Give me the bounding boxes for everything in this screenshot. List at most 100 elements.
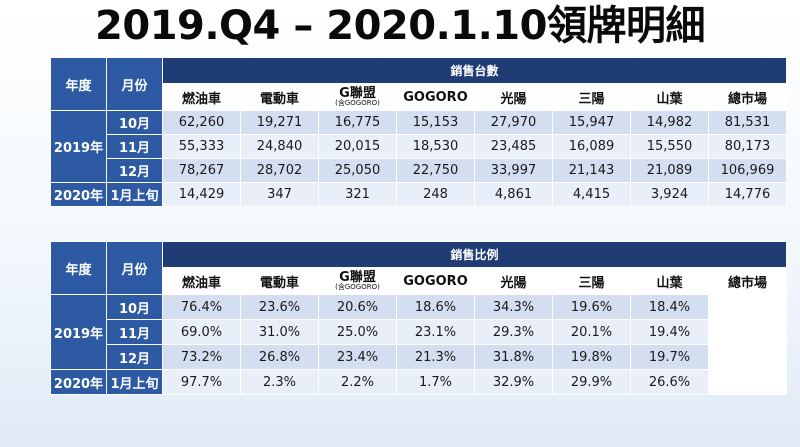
month-header: 月份	[106, 57, 163, 111]
value-cell: 26.8%	[240, 344, 319, 370]
month-cell: 1月上旬	[106, 182, 163, 207]
value-cell: 321	[318, 182, 397, 207]
value-cell: 20.6%	[318, 294, 397, 320]
value-cell: 347	[240, 182, 319, 207]
value-cell: 23.6%	[240, 294, 319, 320]
month-cell: 1月上旬	[106, 369, 163, 395]
column-header: 電動車	[240, 83, 319, 111]
value-cell: 248	[396, 182, 475, 207]
value-cell: 76.4%	[162, 294, 241, 320]
value-cell	[708, 294, 787, 320]
value-cell: 14,982	[630, 110, 709, 135]
table-row: 2019年 10月 76.4% 23.6% 20.6% 18.6% 34.3% …	[50, 294, 787, 370]
column-header-note: (含GOGORO)	[335, 98, 380, 107]
column-header: GOGORO	[396, 267, 475, 295]
value-cell: 21,089	[630, 158, 709, 183]
value-cell: 26.6%	[630, 369, 709, 395]
value-cell: 3,924	[630, 182, 709, 207]
column-header: 燃油車	[162, 83, 241, 111]
column-header: 電動車	[240, 267, 319, 295]
value-cell: 18.6%	[396, 294, 475, 320]
value-cell: 14,429	[162, 182, 241, 207]
value-cell: 29.3%	[474, 319, 553, 345]
year-header: 年度	[50, 241, 107, 295]
value-cell: 97.7%	[162, 369, 241, 395]
column-header: G聯盟 (含GOGORO)	[318, 267, 397, 295]
sales-ratio-table: 年度 月份 銷售比例 燃油車 電動車 G聯盟 (含GOGORO) GOGORO 光…	[50, 241, 787, 395]
value-cell: 106,969	[708, 158, 787, 183]
value-cell: 18,530	[396, 134, 475, 159]
page-title: 2019.Q4 – 2020.1.10領牌明細	[95, 3, 705, 49]
month-cell: 12月	[106, 158, 163, 183]
value-cell: 80,173	[708, 134, 787, 159]
month-cell: 11月	[106, 134, 163, 159]
value-cell: 19.8%	[552, 344, 631, 370]
value-cell: 23.4%	[318, 344, 397, 370]
table-row: 2020年 1月上旬 14,429 347 321 248 4,861 4,41…	[50, 182, 787, 207]
value-cell: 16,775	[318, 110, 397, 135]
column-header: 燃油車	[162, 267, 241, 295]
value-cell: 20.1%	[552, 319, 631, 345]
value-cell: 4,861	[474, 182, 553, 207]
year-cell: 2019年	[50, 110, 107, 183]
table-row: 11月 55,333 24,840 20,015 18,530 23,485 1…	[51, 134, 787, 159]
value-cell	[708, 344, 787, 370]
sales-count-group-title: 銷售台數	[162, 57, 787, 84]
value-cell: 69.0%	[162, 319, 241, 345]
table-row: 11月 69.0% 31.0% 25.0% 23.1% 29.3% 20.1% …	[51, 319, 787, 345]
column-header: 山葉	[630, 267, 709, 295]
column-header: 三陽	[552, 83, 631, 111]
value-cell: 22,750	[396, 158, 475, 183]
month-header: 月份	[106, 241, 163, 295]
month-cell: 11月	[106, 319, 163, 345]
column-header-name: G聯盟	[339, 269, 376, 285]
value-cell: 2.3%	[240, 369, 319, 395]
column-header: GOGORO	[396, 83, 475, 111]
column-header: 光陽	[474, 83, 553, 111]
value-cell: 29.9%	[552, 369, 631, 395]
table-row: 12月 78,267 28,702 25,050 22,750 33,997 2…	[51, 158, 787, 183]
value-cell: 34.3%	[474, 294, 553, 320]
value-cell	[708, 369, 787, 395]
value-cell: 25,050	[318, 158, 397, 183]
value-cell: 19.4%	[630, 319, 709, 345]
value-cell: 24,840	[240, 134, 319, 159]
column-header: 山葉	[630, 83, 709, 111]
value-cell: 31.8%	[474, 344, 553, 370]
value-cell: 4,415	[552, 182, 631, 207]
table-row: 2020年 1月上旬 97.7% 2.3% 2.2% 1.7% 32.9% 29…	[50, 369, 787, 395]
column-header: G聯盟 (含GOGORO)	[318, 83, 397, 111]
sales-ratio-group-title: 銷售比例	[162, 241, 787, 268]
value-cell: 27,970	[474, 110, 553, 135]
column-header-note: (含GOGORO)	[335, 282, 380, 291]
value-cell: 16,089	[552, 134, 631, 159]
year-header: 年度	[50, 57, 107, 111]
column-header-name: G聯盟	[339, 85, 376, 101]
year-cell: 2020年	[50, 182, 107, 207]
value-cell: 15,153	[396, 110, 475, 135]
table-row: 2019年 10月 62,260 19,271 16,775 15,153 27…	[50, 110, 787, 183]
sales-count-table: 年度 月份 銷售台數 燃油車 電動車 G聯盟 (含GOGORO) GOGORO 光…	[50, 57, 787, 207]
value-cell: 73.2%	[162, 344, 241, 370]
value-cell: 19,271	[240, 110, 319, 135]
column-header: 總市場	[708, 267, 787, 295]
value-cell: 23,485	[474, 134, 553, 159]
value-cell: 32.9%	[474, 369, 553, 395]
month-cell: 10月	[106, 294, 163, 320]
value-cell: 55,333	[162, 134, 241, 159]
value-cell: 21.3%	[396, 344, 475, 370]
value-cell: 81,531	[708, 110, 787, 135]
value-cell: 20,015	[318, 134, 397, 159]
value-cell: 23.1%	[396, 319, 475, 345]
table-row: 12月 73.2% 26.8% 23.4% 21.3% 31.8% 19.8% …	[51, 344, 787, 370]
value-cell: 31.0%	[240, 319, 319, 345]
value-cell: 15,947	[552, 110, 631, 135]
column-header: 光陽	[474, 267, 553, 295]
year-cell: 2019年	[50, 294, 107, 370]
value-cell: 25.0%	[318, 319, 397, 345]
month-cell: 10月	[106, 110, 163, 135]
value-cell: 18.4%	[630, 294, 709, 320]
value-cell: 33,997	[474, 158, 553, 183]
value-cell	[708, 319, 787, 345]
month-cell: 12月	[106, 344, 163, 370]
